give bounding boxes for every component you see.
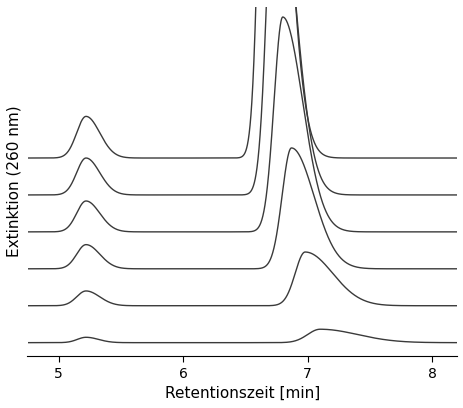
- X-axis label: Retentionszeit [min]: Retentionszeit [min]: [164, 386, 319, 401]
- Y-axis label: Extinktion (260 nm): Extinktion (260 nm): [7, 106, 22, 257]
